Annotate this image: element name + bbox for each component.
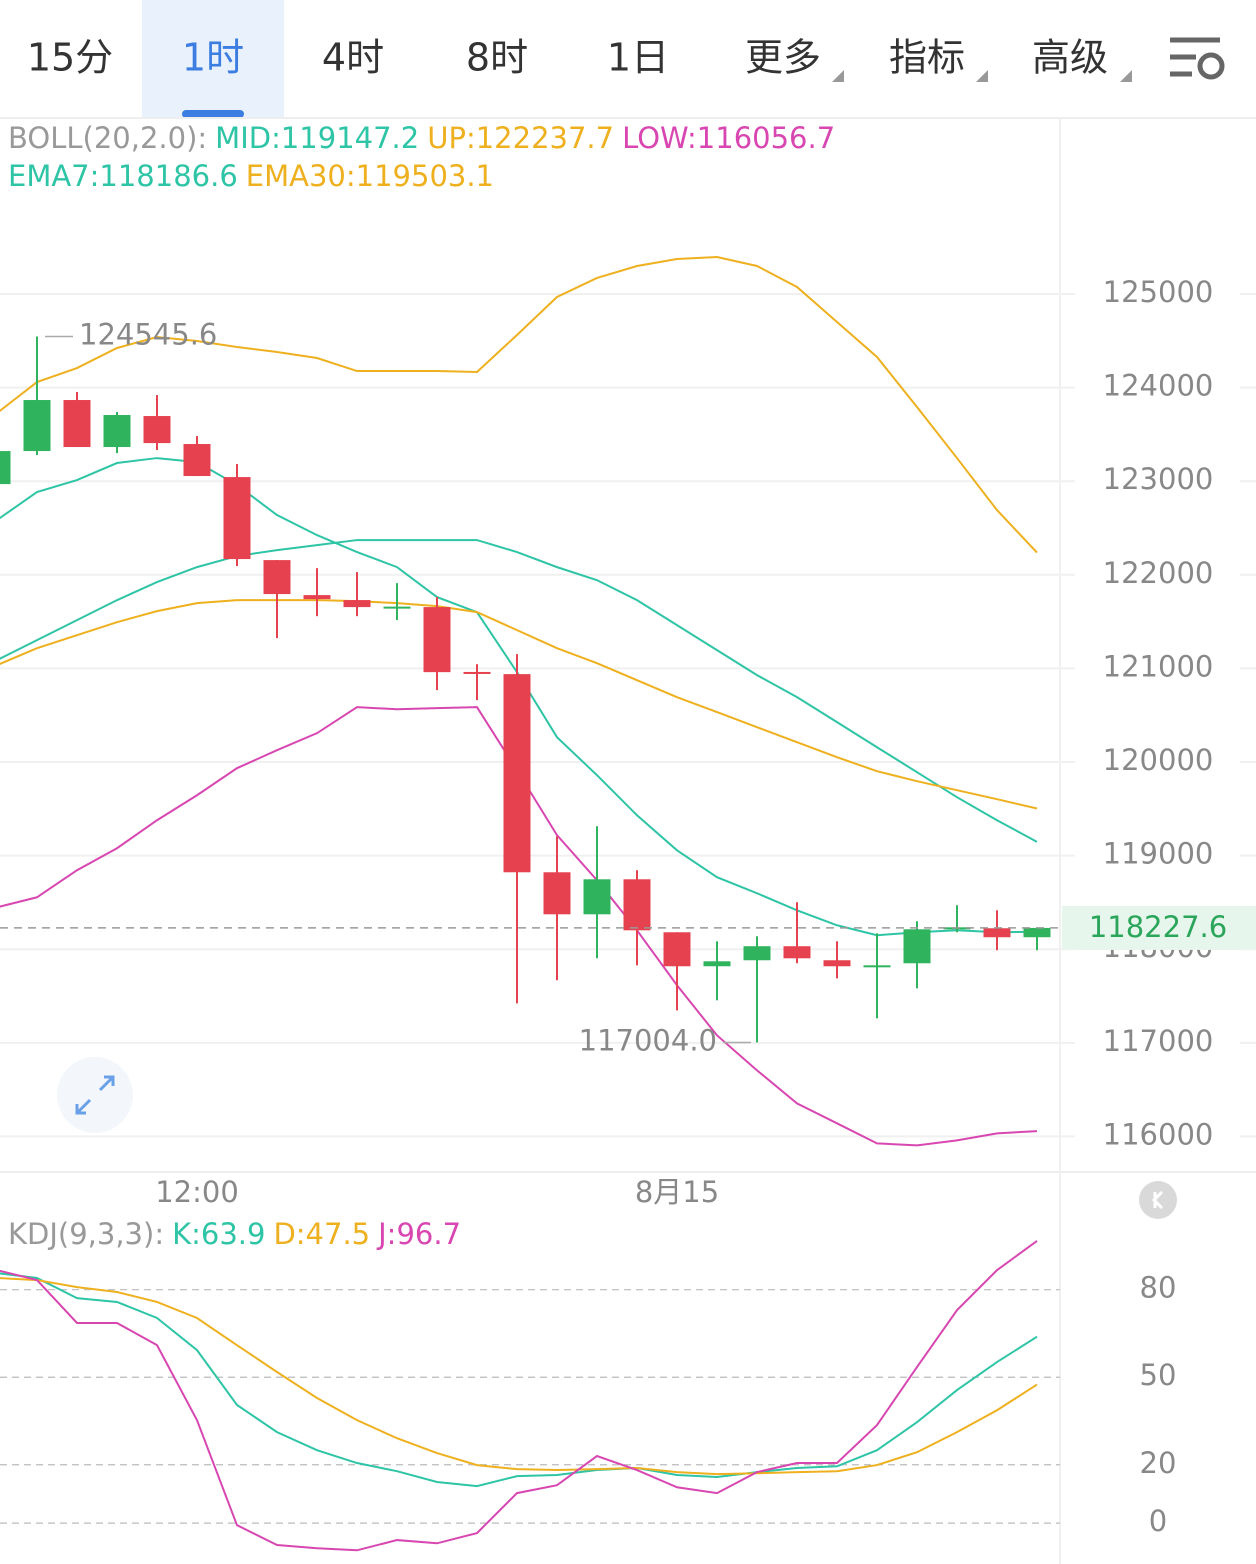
settings-icon[interactable] [1170,37,1225,80]
min-label: 117004.0 [579,1023,717,1057]
candle-body [503,674,531,873]
y-tick-label: 80 [1140,1271,1177,1305]
tab[interactable]: 1时 [182,36,244,80]
candle-body [223,477,251,560]
max-label: 124545.6 [79,318,217,352]
indicator-line [0,539,1038,843]
legend: EMA7:118186.6 EMA30:119503.1 [8,159,494,193]
legend-entry: MID:119147.2 [215,121,419,155]
candle-body [743,946,771,961]
legend-entry: UP:122237.7 [427,121,614,155]
dropdown-arrow [976,70,988,82]
candle-body [63,400,91,448]
y-tick-label: 121000 [1103,649,1214,683]
candle-body [23,400,51,452]
dropdown-arrow [832,70,844,82]
y-tick-label: 124000 [1103,369,1214,403]
candle-body [863,965,891,968]
tab[interactable]: 15分 [27,36,113,80]
tab[interactable]: 高级 [1032,36,1108,80]
candle-body [383,606,411,609]
candle-body [983,928,1011,938]
indicator-line [0,1277,1038,1476]
y-tick-label: 125000 [1103,275,1214,309]
legend-entry: D:47.5 [273,1217,370,1251]
candle-body [423,607,451,673]
candle-body [703,961,731,967]
candle-body [143,416,171,444]
indicator-line [0,1240,1038,1552]
legend: KDJ(9,3,3): K:63.9 D:47.5 J:96.7 [8,1217,461,1251]
tab[interactable]: 4时 [322,36,384,80]
indicator-line [0,1272,1038,1488]
last-price-label: 118227.6 [1089,910,1227,944]
indicator-label: KDJ(9,3,3): [8,1217,164,1251]
x-tick-label: 12:00 [155,1175,239,1209]
legend-entry: LOW:116056.7 [622,121,835,155]
candle-body [303,595,331,600]
legend-entry: EMA30:119503.1 [246,159,494,193]
candle-body [263,560,291,595]
legend: BOLL(20,2.0): MID:119147.2 UP:122237.7 LOW:… [8,121,835,155]
y-tick-label: 123000 [1103,462,1214,496]
candle-body [103,415,131,448]
candle-body [463,671,491,674]
indicator-label: BOLL(20,2.0): [8,121,207,155]
y-tick-label: 50 [1140,1358,1177,1392]
active-tab-bg [142,0,284,117]
dropdown-arrow [1120,70,1132,82]
y-tick-label: 122000 [1103,556,1214,590]
legend-entry: K:63.9 [172,1217,265,1251]
candle-body [903,929,931,964]
y-tick-label: 117000 [1103,1024,1214,1058]
candle-body [1023,927,1051,938]
candle-body [583,879,611,915]
tab[interactable]: 指标 [889,36,965,80]
last-price-box [1062,905,1256,950]
indicator-line [0,599,1038,810]
collapse-button[interactable] [1139,1181,1177,1219]
expand-button[interactable] [57,1057,133,1133]
candle-body [783,946,811,959]
legend-entry: EMA7:118186.6 [8,159,238,193]
y-tick-label: 119000 [1103,837,1214,871]
candle-body [183,444,211,477]
indicator-line [0,255,1038,554]
tab[interactable]: 1日 [607,36,669,80]
candle-body [823,960,851,967]
candle-body [0,451,11,485]
y-tick-label: 120000 [1103,743,1214,777]
candle-body [343,600,371,608]
x-tick-label: 8月15 [635,1175,719,1209]
y-tick-label: 20 [1140,1446,1177,1480]
y-tick-label: 116000 [1103,1117,1214,1151]
legend-entry: J:96.7 [376,1217,461,1251]
candle-body [543,872,571,915]
tab[interactable]: 8时 [466,36,528,80]
active-tab-indicator [182,110,244,118]
candle-body [663,932,691,967]
candle-body [623,879,651,931]
tab[interactable]: 更多 [745,36,821,80]
y-tick-label: 0 [1149,1504,1167,1538]
